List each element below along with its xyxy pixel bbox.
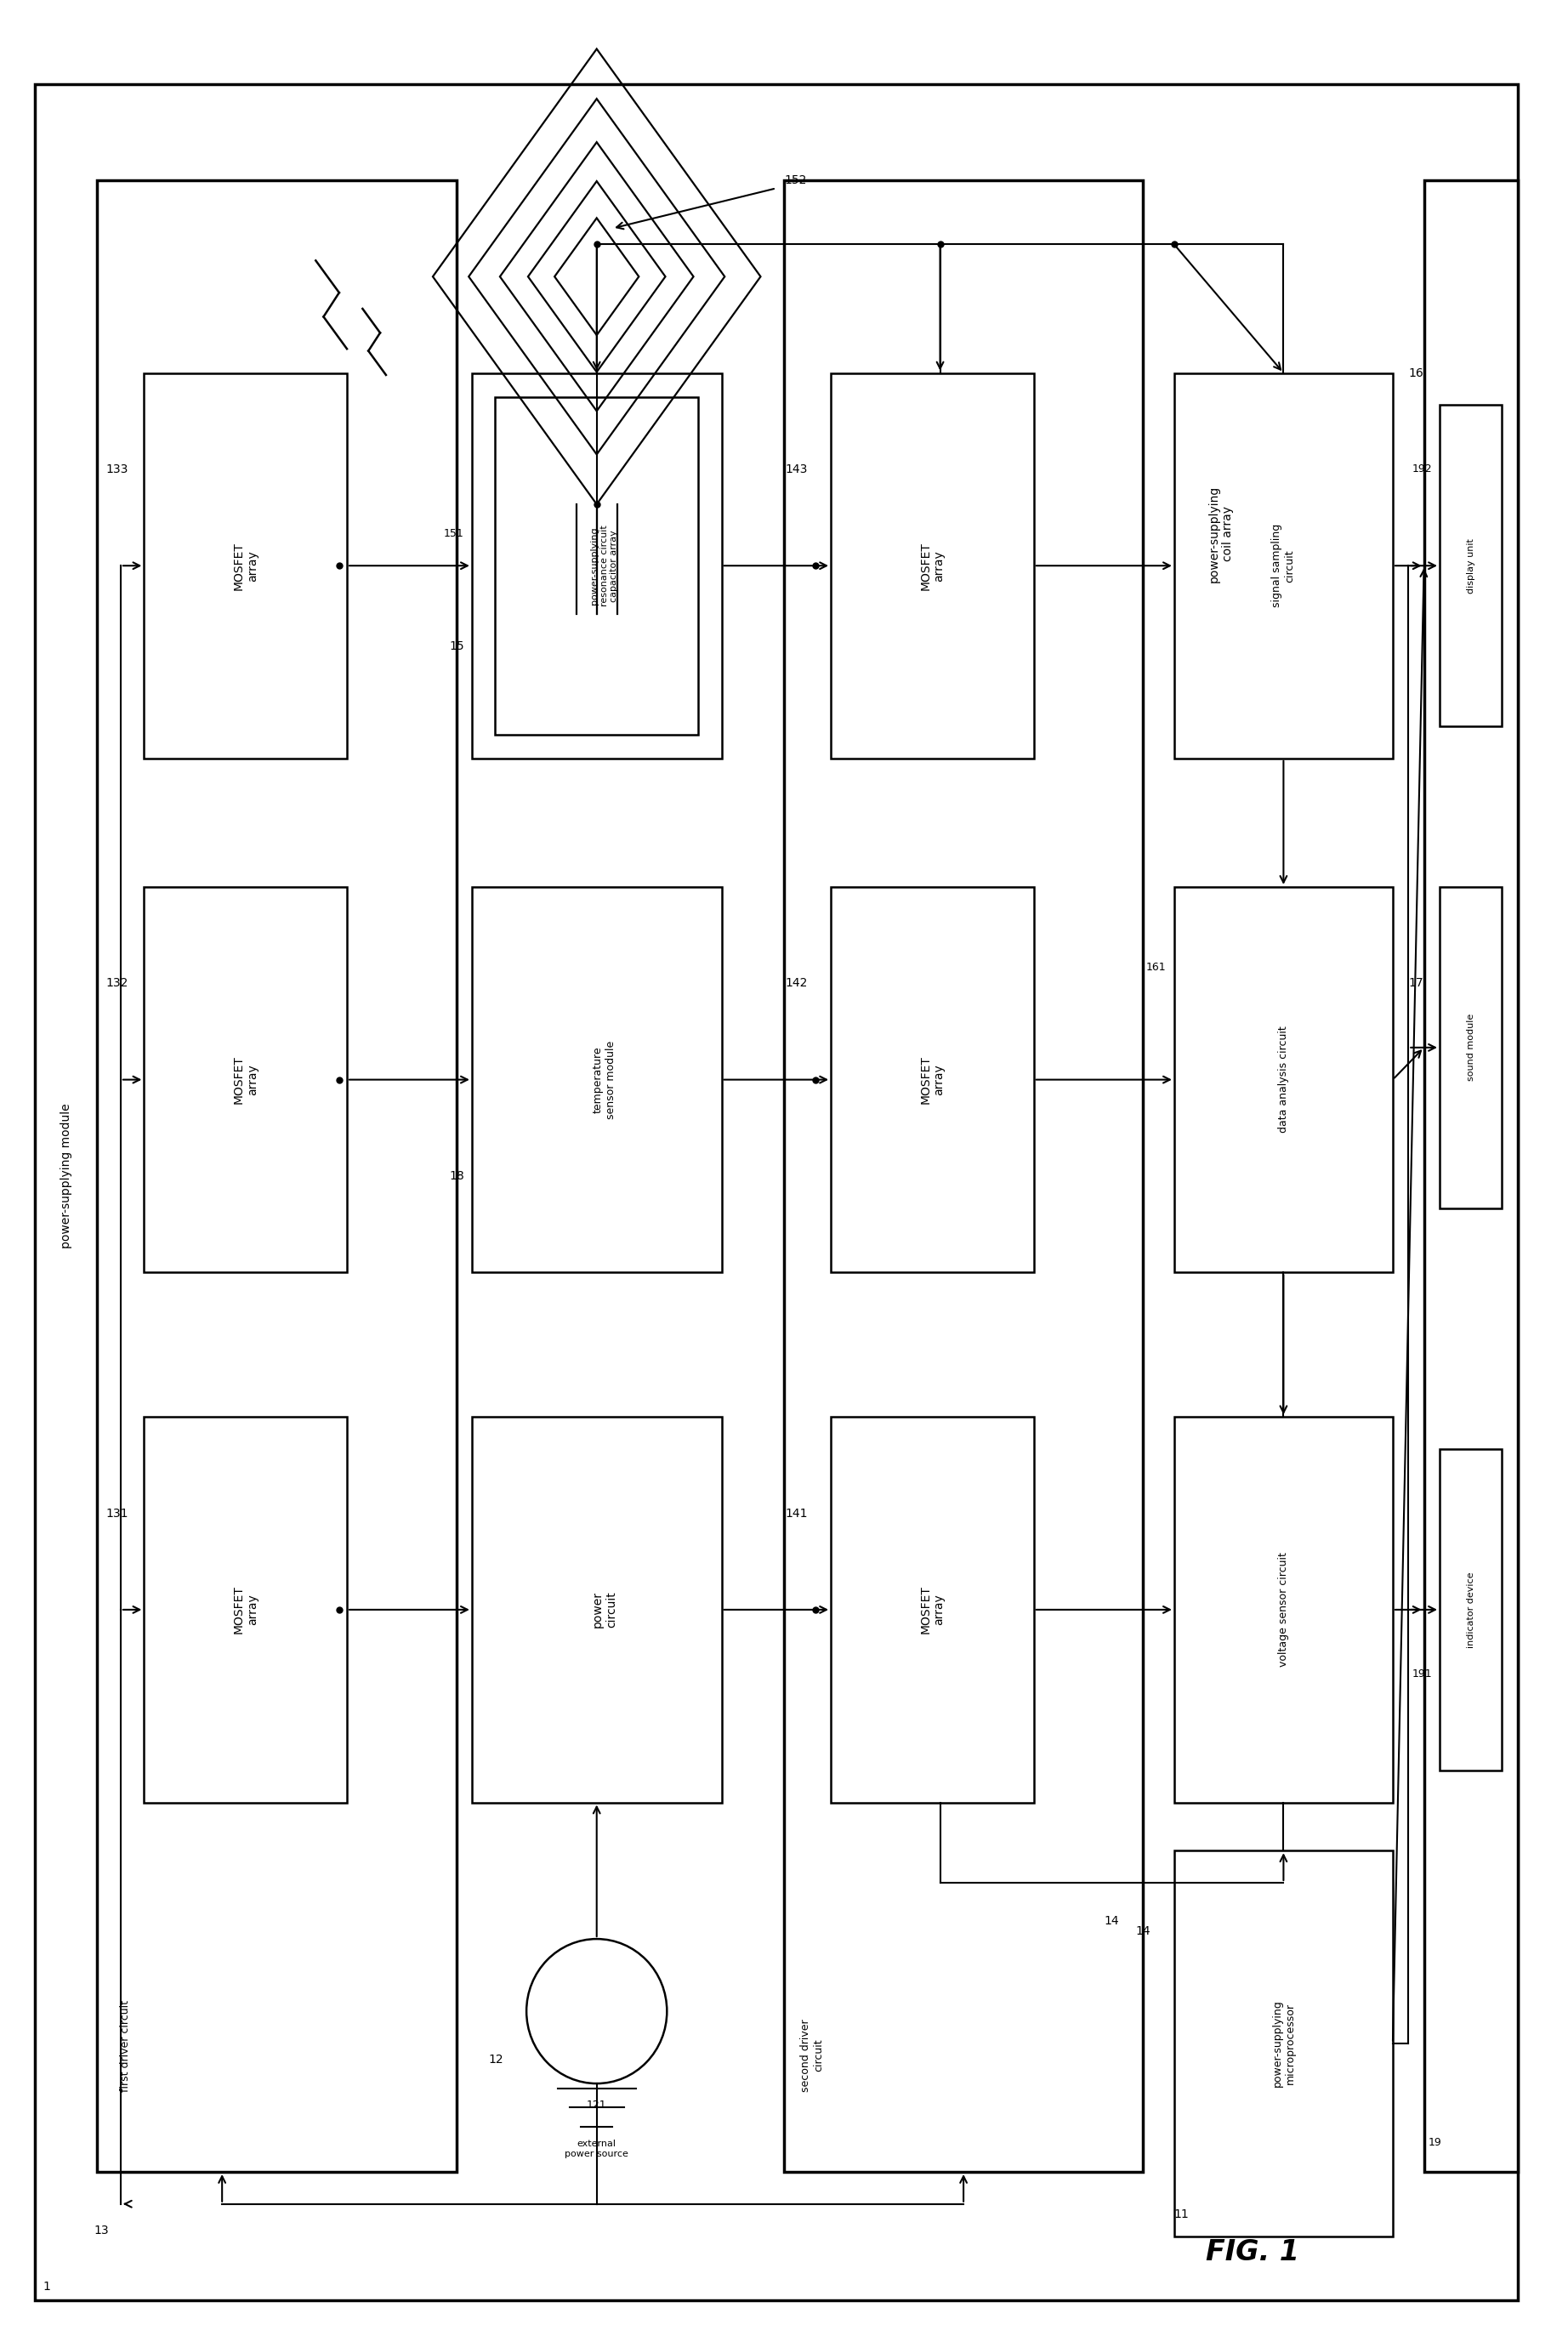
Bar — [831, 1418, 1033, 1803]
Bar — [472, 888, 721, 1273]
Text: MOSFET
array: MOSFET array — [919, 1056, 946, 1105]
Text: MOSFET
array: MOSFET array — [919, 1586, 946, 1633]
Bar — [784, 180, 1143, 2172]
Text: MOSFET
array: MOSFET array — [232, 1056, 259, 1105]
Bar — [472, 1418, 721, 1803]
Text: voltage sensor circuit: voltage sensor circuit — [1278, 1553, 1289, 1668]
Text: 141: 141 — [786, 1507, 808, 1518]
Text: sound module: sound module — [1466, 1014, 1475, 1082]
Text: power-supplying
microprocessor: power-supplying microprocessor — [1272, 2000, 1295, 2086]
Text: MOSFET
array: MOSFET array — [232, 542, 259, 591]
Text: 192: 192 — [1411, 465, 1432, 474]
Text: indicator device: indicator device — [1466, 1572, 1475, 1647]
Text: 133: 133 — [107, 463, 129, 474]
Bar — [144, 374, 347, 759]
Text: 15: 15 — [448, 640, 464, 652]
Text: 11: 11 — [1174, 2208, 1189, 2219]
Text: external
power source: external power source — [564, 2140, 629, 2158]
Text: 131: 131 — [107, 1507, 129, 1518]
Bar — [1174, 1850, 1392, 2236]
Text: 142: 142 — [786, 976, 808, 988]
Text: 19: 19 — [1428, 2137, 1443, 2147]
Bar — [144, 1418, 347, 1803]
Text: 143: 143 — [786, 463, 808, 474]
Bar — [97, 180, 456, 2172]
Text: 1: 1 — [42, 2280, 50, 2292]
Bar — [1174, 1418, 1392, 1803]
Text: 121: 121 — [586, 2100, 607, 2112]
Text: MOSFET
array: MOSFET array — [232, 1586, 259, 1633]
Text: 14: 14 — [1135, 1925, 1151, 1937]
Bar — [495, 397, 698, 734]
Bar — [1424, 180, 1518, 2172]
Bar — [1174, 888, 1392, 1273]
Text: signal sampling
circuit: signal sampling circuit — [1272, 523, 1295, 607]
Text: power-supplying
resonance circuit
capacitor array: power-supplying resonance circuit capaci… — [591, 526, 619, 607]
Text: 18: 18 — [448, 1170, 464, 1182]
Text: power-supplying module: power-supplying module — [60, 1103, 72, 1247]
Bar — [1174, 374, 1392, 759]
Bar — [1439, 404, 1502, 726]
Text: 161: 161 — [1146, 962, 1167, 972]
Text: 13: 13 — [94, 2224, 110, 2236]
Text: second driver
circuit: second driver circuit — [800, 2018, 825, 2091]
Text: power-supplying
coil array: power-supplying coil array — [1209, 486, 1234, 582]
Text: first driver circuit: first driver circuit — [119, 2000, 130, 2091]
Text: 132: 132 — [107, 976, 129, 988]
Text: 17: 17 — [1408, 976, 1424, 988]
Text: 14: 14 — [1104, 1916, 1120, 1927]
Bar — [144, 888, 347, 1273]
Text: display unit: display unit — [1466, 537, 1475, 593]
Bar — [472, 374, 721, 759]
Bar — [831, 374, 1033, 759]
Text: FIG. 1: FIG. 1 — [1206, 2238, 1298, 2266]
Bar — [831, 888, 1033, 1273]
Bar — [1439, 888, 1502, 1208]
Text: MOSFET
array: MOSFET array — [919, 542, 946, 591]
Text: 152: 152 — [784, 175, 806, 187]
Text: data analysis circuit: data analysis circuit — [1278, 1026, 1289, 1133]
Text: 16: 16 — [1408, 367, 1424, 378]
Text: 12: 12 — [488, 2053, 503, 2065]
Text: power
circuit: power circuit — [591, 1591, 618, 1628]
Text: 151: 151 — [444, 528, 464, 540]
Text: 191: 191 — [1411, 1668, 1432, 1680]
Bar — [1439, 1448, 1502, 1771]
Text: temperature
sensor module: temperature sensor module — [593, 1040, 616, 1119]
